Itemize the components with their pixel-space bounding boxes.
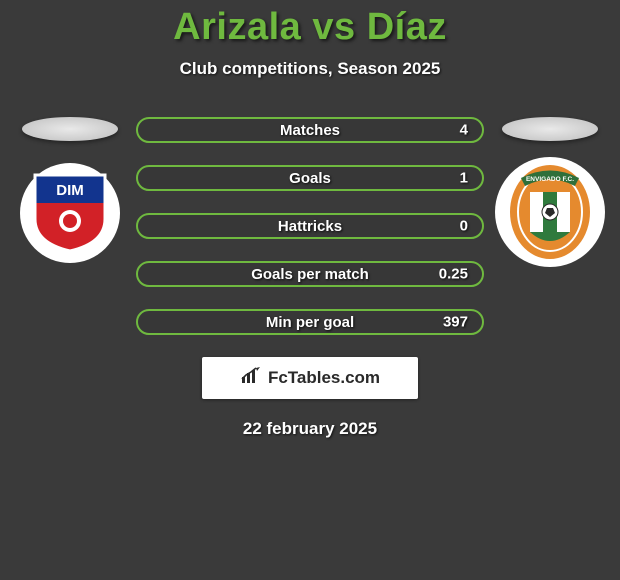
brand-box: FcTables.com — [202, 357, 418, 399]
page-title: Arizala vs Díaz — [173, 6, 447, 49]
right-side: ENVIGADO F.C. — [490, 117, 610, 335]
stat-label: Goals per match — [251, 266, 369, 283]
stat-row-hattricks: Hattricks 0 — [136, 213, 484, 239]
stat-value: 1 — [460, 170, 468, 187]
stat-label: Min per goal — [266, 314, 354, 331]
dim-badge-text: DIM — [56, 182, 84, 199]
envigado-badge-text: ENVIGADO F.C. — [526, 176, 574, 183]
stat-row-matches: Matches 4 — [136, 117, 484, 143]
main-columns: DIM Matches 4 Goals 1 Hattricks 0 — [0, 117, 620, 335]
vs-label: vs — [312, 6, 355, 48]
team1-badge: DIM — [20, 163, 120, 263]
stat-value: 0.25 — [439, 266, 468, 283]
stat-row-goals-per-match: Goals per match 0.25 — [136, 261, 484, 287]
team2-badge: ENVIGADO F.C. — [495, 157, 605, 267]
stat-value: 0 — [460, 218, 468, 235]
player1-photo-placeholder — [22, 117, 118, 141]
subtitle: Club competitions, Season 2025 — [180, 59, 441, 79]
player1-name: Arizala — [173, 6, 301, 48]
player2-name: Díaz — [367, 6, 447, 48]
left-side: DIM — [10, 117, 130, 335]
stats-column: Matches 4 Goals 1 Hattricks 0 Goals per … — [130, 117, 490, 335]
stat-row-goals: Goals 1 — [136, 165, 484, 191]
player2-photo-placeholder — [502, 117, 598, 141]
bar-chart-icon — [240, 367, 262, 390]
brand-text: FcTables.com — [268, 368, 380, 388]
stat-value: 4 — [460, 122, 468, 139]
stat-label: Goals — [289, 170, 331, 187]
stat-row-min-per-goal: Min per goal 397 — [136, 309, 484, 335]
envigado-shield-icon: ENVIGADO F.C. — [507, 162, 593, 262]
dim-shield-icon: DIM — [33, 173, 107, 253]
date-label: 22 february 2025 — [243, 419, 377, 439]
stat-value: 397 — [443, 314, 468, 331]
stat-label: Matches — [280, 122, 340, 139]
infographic-root: Arizala vs Díaz Club competitions, Seaso… — [0, 0, 620, 580]
stat-label: Hattricks — [278, 218, 342, 235]
